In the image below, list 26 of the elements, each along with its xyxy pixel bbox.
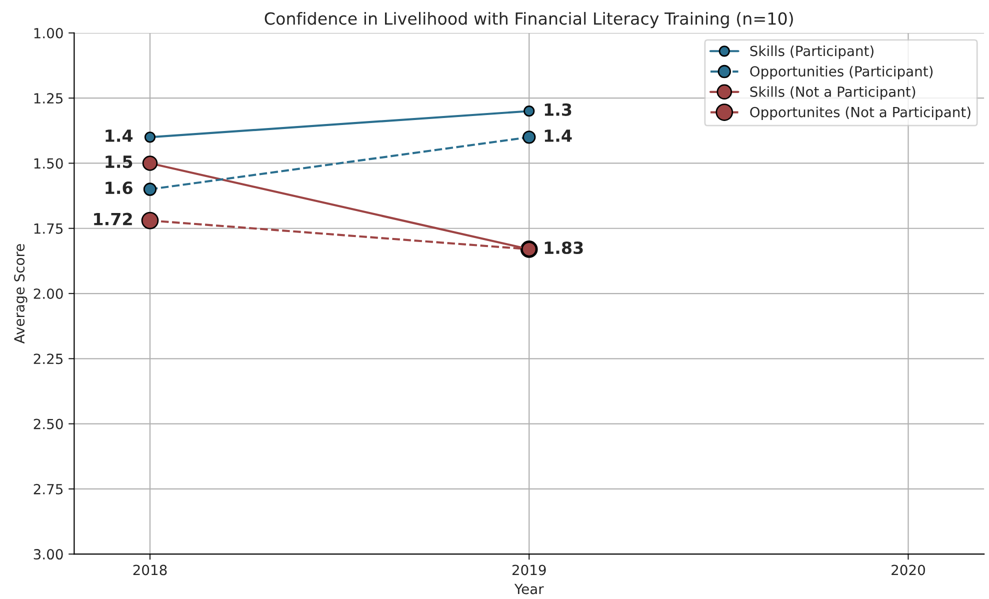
y-axis-title: Average Score (14, 244, 28, 344)
data-label: 1.72 (94, 212, 132, 226)
y-tick-label: 2.50 (34, 418, 63, 430)
y-tick-label: 1.50 (34, 158, 63, 169)
legend-label: Opportunites (Not a Participant) (750, 106, 970, 120)
data-label: 1.4 (544, 130, 572, 142)
data-label: 1.4 (106, 130, 133, 142)
y-tick-label: 1.25 (34, 93, 63, 104)
legend-label: Skills (Participant) (750, 45, 874, 59)
x-tick-label: 2019 (512, 564, 546, 576)
data-label: 1.6 (106, 182, 132, 194)
data-label: 1.3 (544, 103, 572, 116)
y-tick-label: 2.75 (34, 484, 63, 494)
y-tick-label: 2.25 (34, 354, 63, 364)
x-tick-label: 2020 (892, 564, 925, 576)
chart-title: Confidence in Livelihood with Financial Literacy Training (n=10) (264, 12, 793, 28)
x-tick-label: 2018 (133, 564, 167, 576)
legend-label: Skills (Not a Participant) (750, 86, 916, 100)
y-tick-label: 1.00 (34, 28, 63, 38)
y-tick-label: 1.75 (34, 224, 63, 234)
data-label: 1.83 (544, 241, 583, 254)
y-tick-label: 3.00 (34, 549, 63, 560)
x-axis-title: Year (514, 584, 544, 594)
y-tick-label: 2.00 (34, 288, 63, 299)
legend-label: Opportunities (Participant) (750, 66, 933, 80)
data-label: 1.5 (106, 156, 132, 168)
